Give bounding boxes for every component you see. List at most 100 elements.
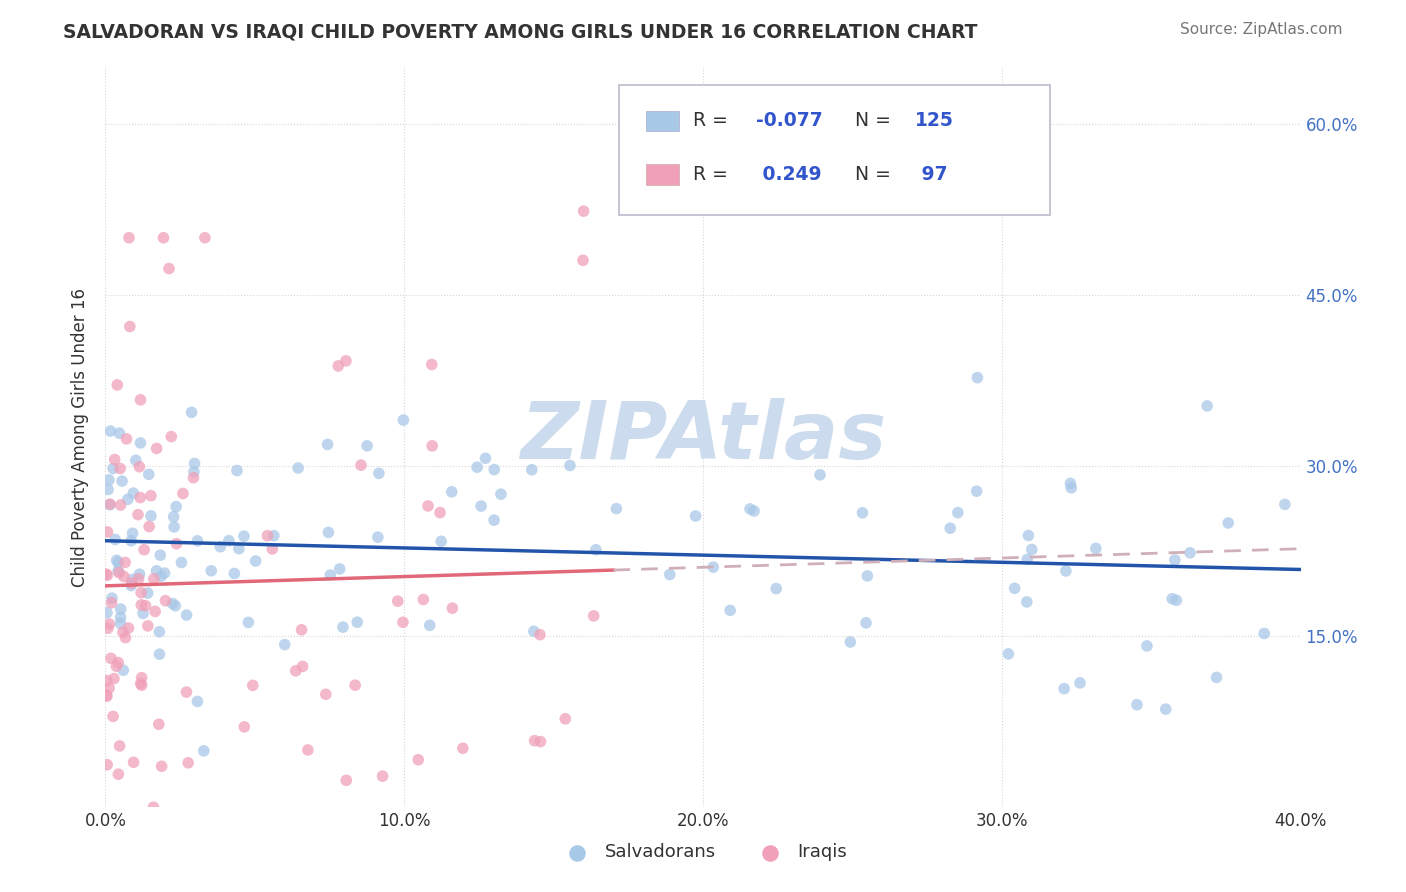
Point (335, 354, 357, 368)
Point (1253, 626, 1275, 640)
Point (136, 619, 159, 633)
Point (318, 525, 340, 540)
Point (129, 586, 152, 600)
Point (429, 506, 451, 520)
Point (96, 673, 118, 688)
Point (121, 526, 143, 541)
Point (112, 569, 135, 583)
Point (558, 458, 581, 473)
Point (344, 678, 367, 692)
Point (441, 601, 464, 615)
Point (1166, 593, 1188, 607)
Text: SALVADORAN VS IRAQI CHILD POVERTY AMONG GIRLS UNDER 16 CORRELATION CHART: SALVADORAN VS IRAQI CHILD POVERTY AMONG … (63, 22, 977, 41)
Point (131, 671, 153, 685)
Point (145, 564, 167, 578)
Point (110, 610, 132, 624)
Point (572, 253, 595, 268)
Point (186, 694, 208, 708)
Point (465, 460, 488, 475)
Point (328, 359, 350, 373)
Y-axis label: Child Poverty Among Girls Under 16: Child Poverty Among Girls Under 16 (72, 287, 90, 587)
Point (110, 602, 132, 616)
Point (315, 687, 337, 701)
Point (474, 451, 496, 466)
Point (451, 741, 474, 756)
Point (262, 541, 284, 556)
Point (139, 489, 162, 503)
Point (96, 688, 118, 702)
Point (115, 432, 138, 446)
Point (118, 231, 141, 245)
Point (96, 757, 118, 772)
Point (851, 506, 873, 520)
Point (356, 439, 378, 453)
Point (554, 712, 576, 726)
Point (263, 529, 285, 543)
Point (122, 756, 145, 770)
Point (256, 529, 278, 543)
Point (685, 508, 707, 523)
Point (183, 465, 205, 479)
Point (946, 506, 969, 520)
Point (128, 567, 150, 582)
Point (1136, 639, 1159, 653)
Point (143, 604, 166, 618)
FancyBboxPatch shape (645, 111, 679, 131)
Point (242, 678, 264, 692)
Point (152, 231, 174, 245)
Point (1164, 553, 1187, 567)
Point (1178, 546, 1201, 560)
Point (153, 566, 176, 580)
Point (97, 483, 120, 497)
Point (129, 392, 152, 407)
Point (291, 659, 314, 673)
Point (128, 459, 150, 474)
Point (1059, 476, 1081, 491)
Point (430, 534, 453, 549)
Point (228, 541, 250, 556)
Point (523, 733, 546, 747)
Point (165, 500, 187, 514)
Point (529, 734, 551, 748)
Point (162, 597, 184, 611)
Point (101, 709, 124, 723)
Point (367, 467, 389, 481)
Point (120, 533, 142, 548)
Point (107, 767, 129, 781)
Point (131, 678, 153, 692)
Point (166, 536, 188, 550)
Point (1004, 582, 1026, 596)
Point (111, 625, 134, 640)
Point (157, 261, 180, 276)
Text: R =: R = (693, 112, 734, 130)
Point (392, 413, 415, 427)
Point (163, 509, 186, 524)
Point (122, 486, 145, 500)
Point (839, 635, 862, 649)
Point (1154, 702, 1177, 716)
Point (111, 474, 134, 488)
Point (702, 560, 724, 574)
Point (193, 744, 215, 758)
Point (387, 594, 409, 608)
Point (176, 608, 198, 623)
Point (1126, 698, 1149, 712)
Point (125, 453, 148, 467)
Point (419, 618, 441, 632)
Point (808, 467, 831, 482)
Point (226, 464, 249, 478)
Point (100, 651, 122, 665)
Text: R =: R = (693, 165, 734, 184)
Point (470, 499, 492, 513)
Point (134, 599, 156, 613)
Point (186, 533, 208, 548)
Point (107, 556, 129, 570)
Point (484, 462, 506, 476)
Legend: Salvadorans, Iraqis: Salvadorans, Iraqis (553, 836, 853, 869)
Point (114, 555, 136, 569)
Point (335, 773, 357, 788)
Point (112, 663, 135, 677)
Point (105, 378, 128, 392)
Point (104, 452, 127, 467)
Point (1084, 541, 1107, 556)
